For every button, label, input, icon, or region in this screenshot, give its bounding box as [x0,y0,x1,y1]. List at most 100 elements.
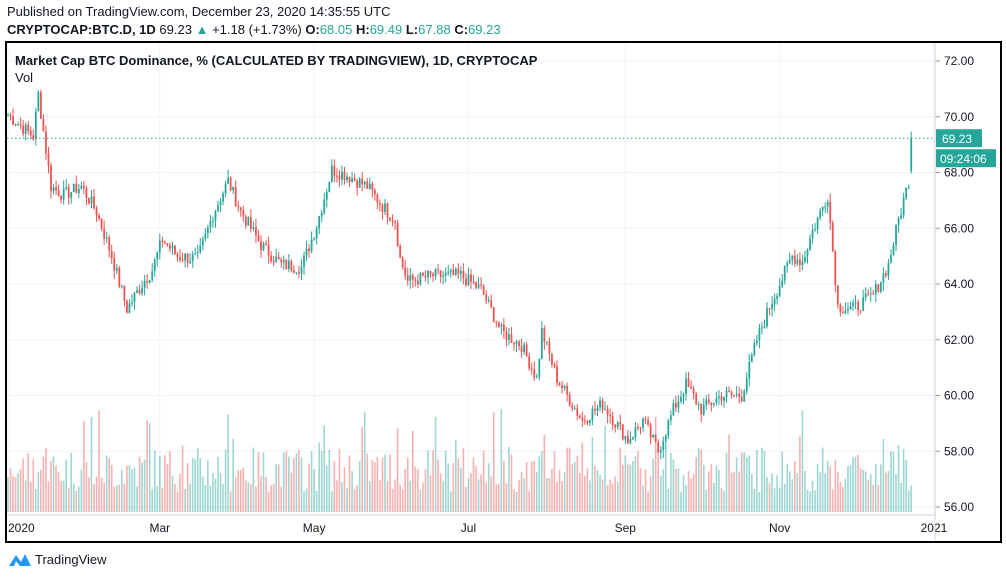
volume-bar [98,410,100,512]
candle-body [879,282,882,292]
volume-bar [781,451,783,512]
volume-bar [723,490,725,512]
candle-body [702,404,705,415]
volume-bar [553,451,556,512]
candle-body [366,181,369,189]
candle-body [766,308,768,327]
volume-bar [164,455,166,512]
candle-body [414,279,417,281]
candle-body [697,404,700,406]
candle-body [257,235,260,242]
volume-bar [358,461,361,512]
volume-bar [153,450,156,512]
candle-body [328,181,331,193]
candle-body [131,302,133,304]
volume-bar [156,485,159,512]
volume-bar [819,472,821,512]
candle-body [647,420,649,425]
tradingview-brand[interactable]: TradingView [8,551,107,567]
volume-bar [900,482,902,512]
volume-bar [391,488,394,512]
candle-body [773,298,776,305]
volume-bar [467,478,470,512]
time-tick-label: Nov [769,521,790,535]
volume-bar [606,485,609,512]
candle-body [123,286,126,301]
candle-body [748,361,751,379]
candle-body [482,285,485,295]
volume-bar [844,478,847,512]
volume-bar [778,487,781,512]
volume-bar [406,457,409,512]
candle-body [872,293,875,295]
candle-body [454,268,457,276]
volume-bar [647,491,649,512]
candle-body [798,259,801,266]
candle-body [77,188,80,194]
candle-body [333,165,336,176]
volume-bar [480,474,482,512]
volume-bar [17,473,19,512]
candle-body [57,189,60,196]
candle-body [814,228,816,231]
volume-bar [452,463,455,512]
candle-body [583,420,586,422]
price-tick-label: 62.00 [944,333,974,347]
volume-bar [713,482,715,512]
volume-bar [136,486,138,512]
volume-bar [475,466,477,512]
candle-body [201,239,204,246]
candle-body [368,183,371,189]
volume-bar [715,465,718,512]
candle-body [809,238,811,250]
candle-body [594,408,596,411]
candle-body [325,192,328,200]
volume-bar [485,482,487,512]
candle-body [831,222,834,252]
candle-body [687,378,690,387]
volume-bar [275,463,277,512]
volume-bar [621,464,624,512]
candle-body [707,399,710,403]
candle-body [45,131,47,154]
volume-bar [652,459,654,512]
candle-body [75,183,78,194]
volume-bar [29,481,32,512]
volume-bar [267,491,270,512]
published-line: Published on TradingView.com, December 2… [7,4,391,19]
candle-body [796,259,799,264]
candle-body [292,270,295,273]
volume-bar [882,439,885,512]
candle-body [108,237,111,251]
volume-bar [708,471,710,512]
candle-body [634,427,637,438]
volume-bar [644,469,647,512]
candle-body [847,309,849,311]
candle-body [576,408,579,416]
candle-body [470,274,472,282]
volume-bar [578,473,581,512]
volume-bar [563,472,566,512]
candle-body [158,240,161,253]
candle-body [662,441,665,451]
chart-frame[interactable] [5,41,1002,543]
volume-bar [280,486,283,512]
volume-bar [824,473,826,512]
volume-bar [434,417,437,512]
volume-bar [138,456,141,512]
volume-bar [123,484,126,512]
volume-bar [672,459,675,512]
volume-bar [419,489,422,512]
price-tick-label: 66.00 [944,221,974,235]
volume-bar [801,410,804,512]
candle-body [816,217,819,229]
volume-bar [100,477,103,512]
volume-bar [295,453,298,512]
volume-bar [783,483,786,512]
high-value: 69.49 [369,22,403,37]
volume-bar [57,471,60,512]
volume-bar [874,463,877,512]
candle-body [677,401,680,408]
volume-bar [500,408,503,512]
